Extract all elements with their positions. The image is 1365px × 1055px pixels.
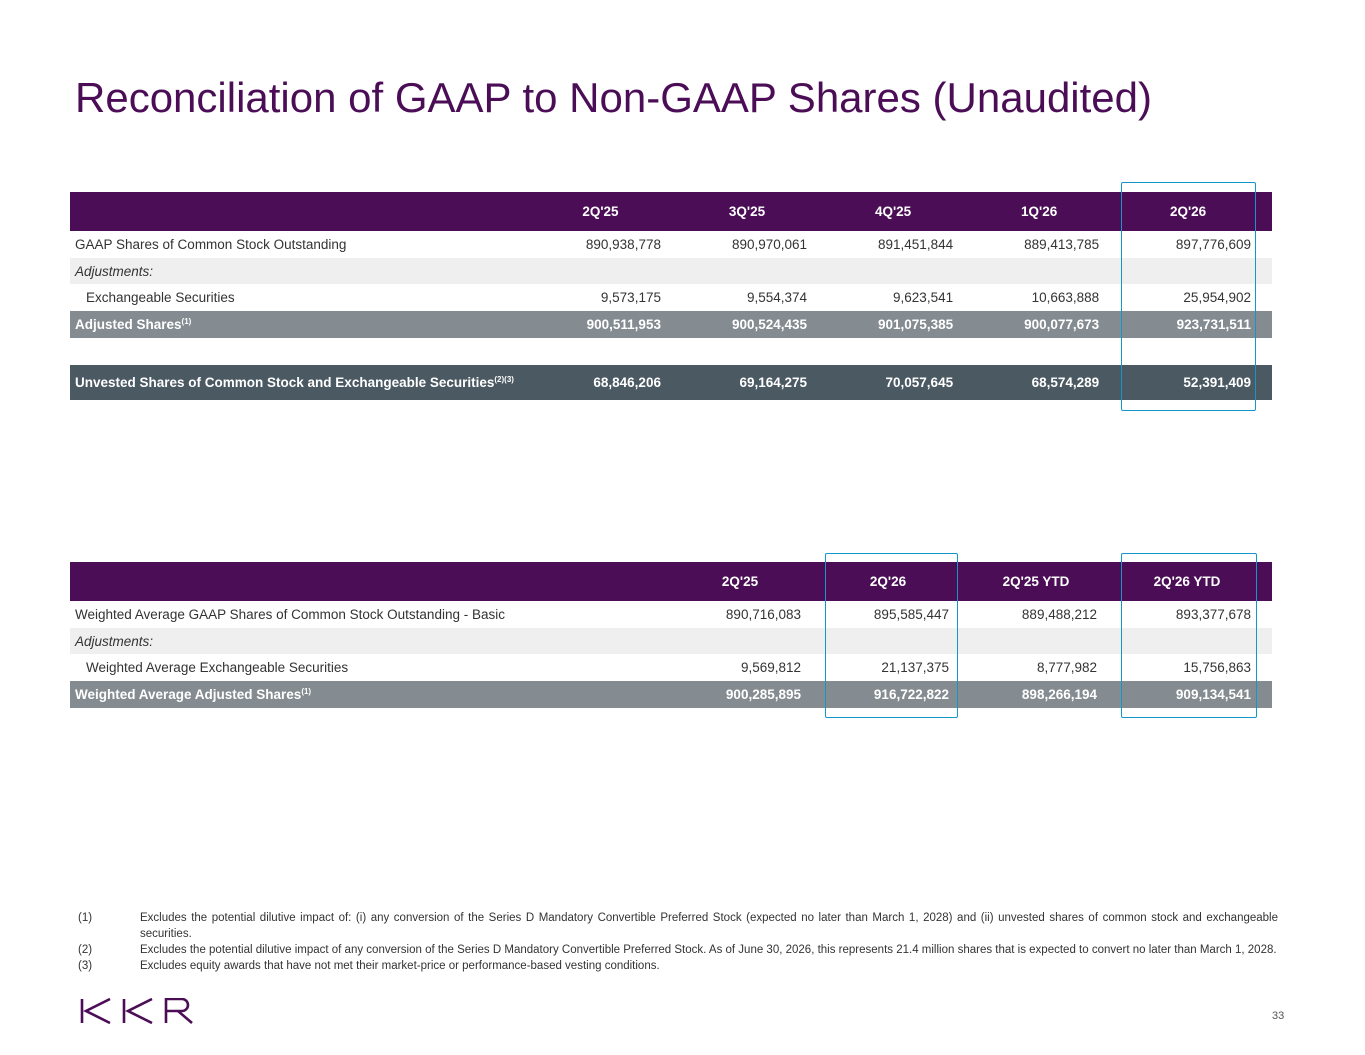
spacer-row xyxy=(70,338,1272,365)
row-label: Adjustments: xyxy=(75,633,154,649)
cell-value: 9,554,374 xyxy=(746,290,808,305)
cell-value: 890,938,778 xyxy=(585,237,661,252)
column-header: 4Q'25 xyxy=(874,204,912,219)
total-row: Adjusted Shares(1) 900,511,953 900,524,4… xyxy=(70,311,1272,338)
column-highlight-2q26 xyxy=(1121,182,1256,411)
cell-value: 9,623,541 xyxy=(893,290,954,305)
weighted-average-shares-table: 2Q'25 2Q'26 2Q'25 YTD 2Q'26 YTD Weighted… xyxy=(70,562,1272,708)
header-label-cell xyxy=(70,192,535,231)
row-label: GAAP Shares of Common Stock Outstanding xyxy=(75,237,347,252)
table-row: Exchangeable Securities 9,573,175 9,554,… xyxy=(70,284,1272,311)
page-number: 33 xyxy=(1272,1010,1285,1022)
cell-value: 900,524,435 xyxy=(731,317,808,332)
column-header: 3Q'25 xyxy=(728,204,766,219)
footnote-text: Excludes equity awards that have not met… xyxy=(140,960,660,972)
column-header: 2Q'26 YTD xyxy=(1153,574,1221,589)
table-header-row: 2Q'25 2Q'26 2Q'25 YTD 2Q'26 YTD xyxy=(70,562,1272,601)
table-row: Weighted Average Exchangeable Securities… xyxy=(70,654,1272,681)
table-row: Adjustments: xyxy=(70,258,1272,284)
footnote: (3) Excludes equity awards that have not… xyxy=(78,958,1278,974)
cell-value: 916,722,822 xyxy=(873,687,949,702)
cell-value: 70,057,645 xyxy=(885,375,954,390)
footnote-number: (2) xyxy=(78,944,93,956)
table-row: GAAP Shares of Common Stock Outstanding … xyxy=(70,231,1272,258)
cell-value: 10,663,888 xyxy=(1031,290,1100,305)
cell-value: 889,413,785 xyxy=(1024,237,1100,252)
cell-value: 52,391,409 xyxy=(1183,375,1251,390)
footnote-number: (1) xyxy=(78,912,93,924)
cell-value: 891,451,844 xyxy=(878,237,954,252)
cell-value: 15,756,863 xyxy=(1183,660,1251,675)
row-label: Unvested Shares of Common Stock and Exch… xyxy=(75,375,514,390)
cell-value: 923,731,511 xyxy=(1176,317,1251,332)
column-highlight-2q26-ytd xyxy=(1121,553,1257,718)
table-row: Adjustments: xyxy=(70,628,1272,654)
row-label: Exchangeable Securities xyxy=(86,290,235,305)
footnote: (1) Excludes the potential dilutive impa… xyxy=(78,910,1278,942)
column-header: 2Q'25 YTD xyxy=(1002,574,1070,589)
cell-value: 900,511,953 xyxy=(586,317,661,332)
cell-value: 898,266,194 xyxy=(1021,687,1097,702)
header-label-cell xyxy=(70,562,674,601)
cell-value: 69,164,275 xyxy=(739,375,808,390)
unvested-row: Unvested Shares of Common Stock and Exch… xyxy=(70,365,1272,400)
cell-value: 900,077,673 xyxy=(1024,317,1100,332)
cell-value: 25,954,902 xyxy=(1183,290,1251,305)
column-header: 2Q'26 xyxy=(869,574,907,589)
page-title: Reconciliation of GAAP to Non-GAAP Share… xyxy=(75,74,1153,121)
table-row: Weighted Average GAAP Shares of Common S… xyxy=(70,601,1272,628)
cell-value: 897,776,609 xyxy=(1175,237,1251,252)
column-header: 2Q'25 xyxy=(582,204,619,219)
cell-value: 900,285,895 xyxy=(725,687,801,702)
footnote-number: (3) xyxy=(78,960,93,972)
row-label: Weighted Average GAAP Shares of Common S… xyxy=(75,607,505,622)
shares-reconciliation-table: 2Q'25 3Q'25 4Q'25 1Q'26 2Q'26 GAAP Share… xyxy=(70,192,1272,400)
table-header-row: 2Q'25 3Q'25 4Q'25 1Q'26 2Q'26 xyxy=(70,192,1272,231)
cell-value: 895,585,447 xyxy=(873,607,949,622)
column-header: 2Q'25 xyxy=(721,574,759,589)
footnote: (2) Excludes the potential dilutive impa… xyxy=(78,942,1278,958)
row-label: Adjustments: xyxy=(75,263,154,279)
kkr-logo xyxy=(80,998,193,1024)
column-highlight-2q26 xyxy=(825,553,958,718)
footnote-text: Excludes the potential dilutive impact o… xyxy=(140,912,1278,940)
cell-value: 21,137,375 xyxy=(881,660,949,675)
row-label: Adjusted Shares(1) xyxy=(75,317,192,332)
cell-value: 901,075,385 xyxy=(878,317,954,332)
cell-value: 9,569,812 xyxy=(740,660,801,675)
cell-value: 9,573,175 xyxy=(600,290,661,305)
cell-value: 890,716,083 xyxy=(725,607,801,622)
row-label: Weighted Average Adjusted Shares(1) xyxy=(75,687,312,702)
cell-value: 68,846,206 xyxy=(593,375,661,390)
footnotes: (1) Excludes the potential dilutive impa… xyxy=(78,910,1278,974)
cell-value: 889,488,212 xyxy=(1021,607,1097,622)
total-row: Weighted Average Adjusted Shares(1) 900,… xyxy=(70,681,1272,708)
footnote-text: Excludes the potential dilutive impact o… xyxy=(140,944,1277,956)
cell-value: 890,970,061 xyxy=(731,237,808,252)
column-header: 1Q'26 xyxy=(1021,204,1058,219)
cell-value: 893,377,678 xyxy=(1175,607,1251,622)
row-label: Weighted Average Exchangeable Securities xyxy=(86,660,349,675)
cell-value: 8,777,982 xyxy=(1036,660,1097,675)
cell-value: 68,574,289 xyxy=(1031,375,1100,390)
column-header: 2Q'26 xyxy=(1169,204,1207,219)
cell-value: 909,134,541 xyxy=(1175,687,1251,702)
